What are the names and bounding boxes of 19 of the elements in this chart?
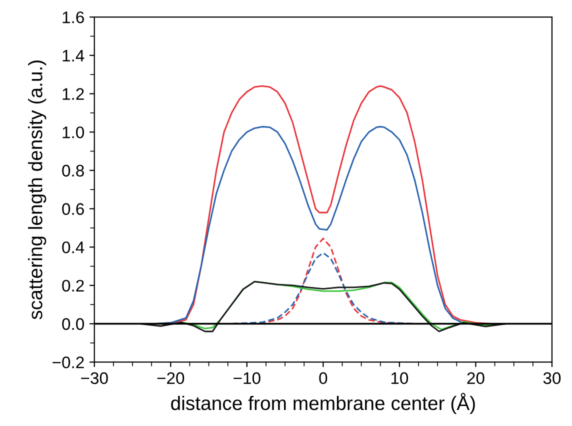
y-tick-label: 1.4 <box>62 50 84 62</box>
x-tick-label: 10 <box>391 372 408 384</box>
x-tick-label: −30 <box>81 372 108 384</box>
y-tick-label: −0.2 <box>52 356 84 368</box>
y-tick-label: 1.0 <box>62 126 84 138</box>
x-tick-label: −20 <box>157 372 184 384</box>
x-axis-title: distance from membrane center (Å) <box>171 392 475 414</box>
x-tick-label: 20 <box>467 372 484 384</box>
y-axis-title: scattering length density (a.u.) <box>28 60 46 320</box>
y-tick-label: 0.6 <box>62 203 84 215</box>
y-tick-label: 1.2 <box>62 88 84 100</box>
y-tick-label: 0.2 <box>62 280 84 292</box>
y-tick-label: 0.4 <box>62 241 84 254</box>
y-tick-label: 0.0 <box>62 318 84 330</box>
x-tick-label: −10 <box>234 372 260 384</box>
x-tick-label: 0 <box>319 372 328 384</box>
y-tick-label: 0.8 <box>62 164 84 177</box>
x-tick-label: 30 <box>543 372 561 384</box>
y-tick-label: 1.6 <box>62 11 84 24</box>
